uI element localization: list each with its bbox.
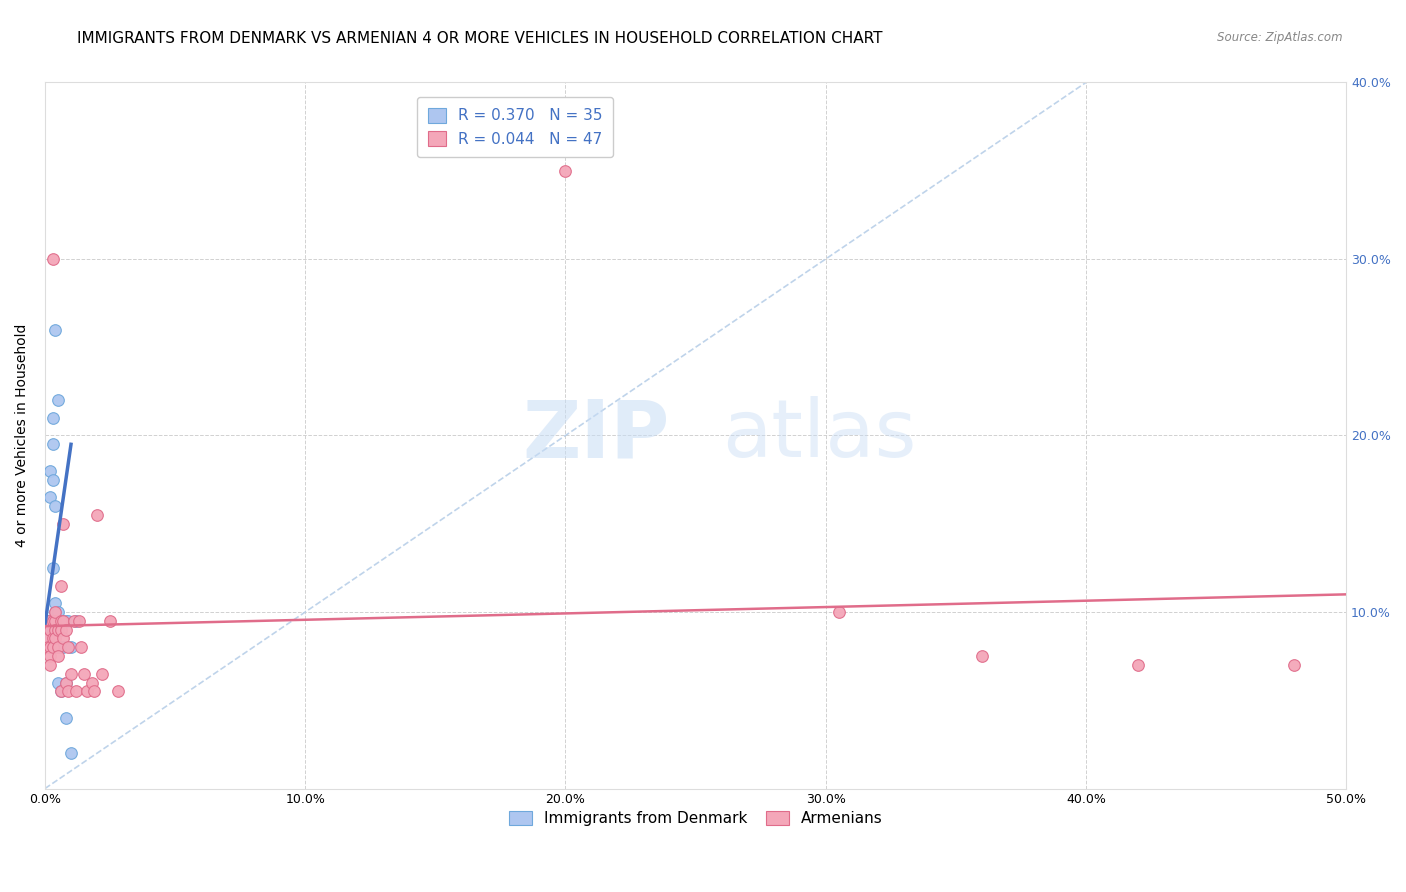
Point (42, 623, 65, 637)
Point (49, 684, 72, 698)
Point (52, 614, 75, 628)
Point (46, 614, 69, 628)
Point (828, 605, 851, 619)
Point (44, 605, 66, 619)
Point (58, 684, 80, 698)
Point (39, 640, 62, 655)
Point (46, 649, 69, 664)
Point (49, 614, 72, 628)
Point (58, 640, 80, 655)
Point (42, 632, 65, 646)
Point (39, 623, 62, 637)
Y-axis label: 4 or more Vehicles in Household: 4 or more Vehicles in Household (15, 324, 30, 547)
Point (49, 684, 72, 698)
Point (62, 614, 84, 628)
Point (52, 516, 75, 531)
Point (59, 666, 82, 681)
Point (55, 623, 77, 637)
Point (42, 473, 65, 487)
Point (70, 640, 93, 655)
Point (46, 623, 69, 637)
Point (39, 464, 62, 478)
Point (55, 675, 77, 690)
Text: atlas: atlas (721, 396, 917, 475)
Point (91, 666, 114, 681)
Point (52, 640, 75, 655)
Point (55, 614, 77, 628)
Point (49, 578, 72, 592)
Point (55, 675, 77, 690)
Point (44, 623, 66, 637)
Point (49, 640, 72, 655)
Point (554, 163, 576, 178)
Point (42, 614, 65, 628)
Point (59, 746, 82, 760)
Point (59, 640, 82, 655)
Point (83, 684, 105, 698)
Point (39, 623, 62, 637)
Point (37, 640, 59, 655)
Point (37, 614, 59, 628)
Point (58, 614, 80, 628)
Point (46, 623, 69, 637)
Point (42, 437, 65, 451)
Point (42, 410, 65, 425)
Point (42, 640, 65, 655)
Point (107, 684, 129, 698)
Point (65, 614, 87, 628)
Point (52, 632, 75, 646)
Text: ZIP: ZIP (523, 396, 669, 475)
Point (49, 623, 72, 637)
Point (52, 614, 75, 628)
Point (42, 561, 65, 575)
Point (37, 614, 59, 628)
Point (46, 605, 69, 619)
Point (44, 499, 66, 513)
Text: Source: ZipAtlas.com: Source: ZipAtlas.com (1218, 31, 1343, 45)
Point (1126, 657, 1149, 672)
Point (39, 649, 62, 664)
Point (1282, 657, 1305, 672)
Point (39, 657, 62, 672)
Point (76, 684, 98, 698)
Point (37, 632, 59, 646)
Point (37, 632, 59, 646)
Point (39, 490, 62, 504)
Text: IMMIGRANTS FROM DENMARK VS ARMENIAN 4 OR MORE VEHICLES IN HOUSEHOLD CORRELATION : IMMIGRANTS FROM DENMARK VS ARMENIAN 4 OR… (77, 31, 883, 46)
Legend: Immigrants from Denmark, Armenians: Immigrants from Denmark, Armenians (501, 803, 890, 834)
Point (44, 632, 66, 646)
Point (44, 623, 66, 637)
Point (44, 614, 66, 628)
Point (44, 322, 66, 336)
Point (44, 596, 66, 610)
Point (98, 614, 121, 628)
Point (67, 614, 90, 628)
Point (73, 666, 96, 681)
Point (42, 614, 65, 628)
Point (80, 675, 103, 690)
Point (49, 614, 72, 628)
Point (42, 252, 65, 266)
Point (46, 640, 69, 655)
Point (46, 393, 69, 408)
Point (44, 614, 66, 628)
Point (46, 640, 69, 655)
Point (46, 675, 69, 690)
Point (44, 605, 66, 619)
Point (65, 684, 87, 698)
Point (55, 711, 77, 725)
Point (86, 508, 108, 522)
Point (970, 649, 993, 664)
